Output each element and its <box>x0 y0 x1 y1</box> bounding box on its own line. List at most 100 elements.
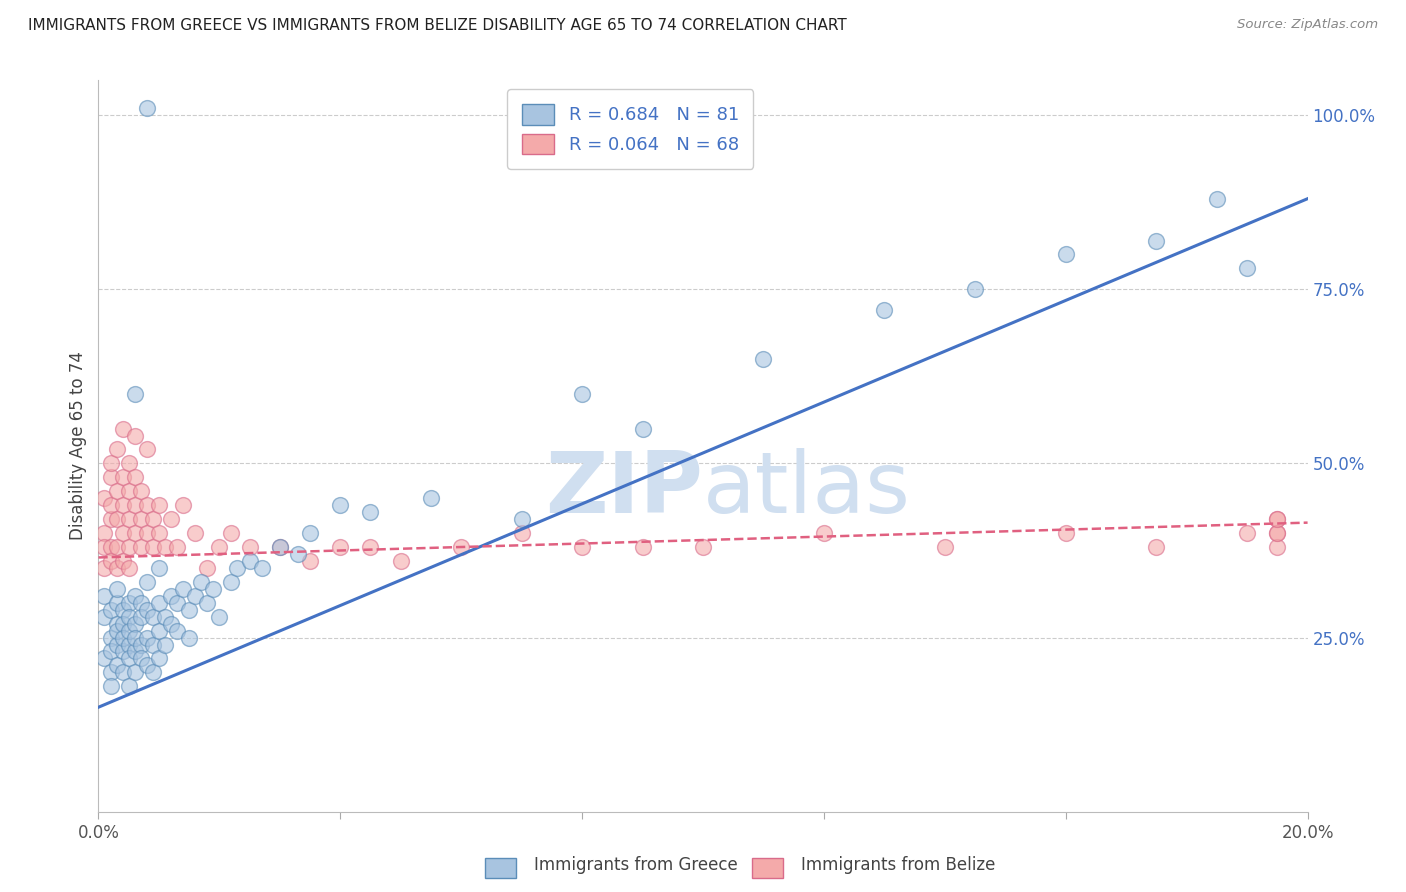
Point <box>269 540 291 554</box>
Point <box>105 658 128 673</box>
Point <box>124 386 146 401</box>
Point <box>631 540 654 554</box>
Point <box>360 540 382 554</box>
Point <box>105 561 128 575</box>
Point <box>93 609 115 624</box>
Point <box>360 505 382 519</box>
Point <box>93 491 115 506</box>
Text: Immigrants from Greece: Immigrants from Greece <box>534 856 738 874</box>
Y-axis label: Disability Age 65 to 74: Disability Age 65 to 74 <box>69 351 87 541</box>
Point <box>142 665 165 680</box>
Point <box>1054 247 1077 261</box>
Point <box>221 526 243 541</box>
Point <box>100 631 122 645</box>
Point <box>184 589 207 603</box>
Point <box>105 540 128 554</box>
Point <box>208 540 231 554</box>
Point <box>93 540 115 554</box>
Legend: R = 0.684   N = 81, R = 0.064   N = 68: R = 0.684 N = 81, R = 0.064 N = 68 <box>508 89 754 169</box>
Point <box>93 651 115 665</box>
Point <box>1144 540 1167 554</box>
Point <box>118 596 141 610</box>
Point <box>118 679 141 693</box>
Point <box>124 589 146 603</box>
Point <box>124 616 146 631</box>
Point <box>124 526 146 541</box>
Point <box>100 540 122 554</box>
Point <box>571 540 593 554</box>
Point <box>1206 192 1229 206</box>
Point <box>105 442 128 457</box>
Point <box>129 484 152 499</box>
Point <box>105 638 128 652</box>
Point <box>166 596 188 610</box>
Point <box>389 554 412 568</box>
Point <box>179 631 201 645</box>
Point <box>153 540 176 554</box>
Point <box>100 679 122 693</box>
Point <box>148 526 170 541</box>
Point <box>299 554 322 568</box>
Point <box>100 644 122 658</box>
Point <box>111 665 134 680</box>
Point <box>202 582 225 596</box>
Point <box>135 101 157 115</box>
Point <box>934 540 956 554</box>
Point <box>1236 261 1258 276</box>
Point <box>1267 512 1289 526</box>
Point <box>184 526 207 541</box>
Point <box>329 540 352 554</box>
Point <box>118 651 141 665</box>
Text: Source: ZipAtlas.com: Source: ZipAtlas.com <box>1237 18 1378 31</box>
Point <box>510 512 533 526</box>
Text: ZIP: ZIP <box>546 449 703 532</box>
Point <box>111 498 134 512</box>
Point <box>105 512 128 526</box>
Point <box>160 589 183 603</box>
Point <box>329 498 352 512</box>
Point <box>692 540 714 554</box>
Point <box>124 644 146 658</box>
Point <box>239 554 262 568</box>
Point <box>142 512 165 526</box>
Point <box>124 470 146 484</box>
Point <box>1267 540 1289 554</box>
Point <box>129 540 152 554</box>
Point <box>118 457 141 471</box>
Point <box>124 498 146 512</box>
Point <box>111 631 134 645</box>
Point <box>129 651 152 665</box>
Point <box>172 582 194 596</box>
Point <box>135 603 157 617</box>
Point <box>160 616 183 631</box>
Point <box>135 631 157 645</box>
Point <box>111 470 134 484</box>
Point <box>1267 526 1289 541</box>
Point <box>195 596 218 610</box>
Point <box>93 561 115 575</box>
Point <box>118 624 141 638</box>
Point <box>420 491 443 506</box>
Point <box>1267 512 1289 526</box>
Point <box>166 624 188 638</box>
Point <box>510 526 533 541</box>
Point <box>100 512 122 526</box>
Point <box>153 609 176 624</box>
Point <box>105 484 128 499</box>
Point <box>105 624 128 638</box>
Point <box>142 609 165 624</box>
Point <box>1236 526 1258 541</box>
Point <box>111 616 134 631</box>
Point <box>752 351 775 366</box>
Point <box>1144 234 1167 248</box>
Point <box>100 603 122 617</box>
Point <box>160 512 183 526</box>
Point <box>450 540 472 554</box>
Text: IMMIGRANTS FROM GREECE VS IMMIGRANTS FROM BELIZE DISABILITY AGE 65 TO 74 CORRELA: IMMIGRANTS FROM GREECE VS IMMIGRANTS FRO… <box>28 18 846 33</box>
Point <box>118 561 141 575</box>
Point <box>179 603 201 617</box>
Point <box>148 651 170 665</box>
Point <box>153 638 176 652</box>
Point <box>111 526 134 541</box>
Point <box>269 540 291 554</box>
